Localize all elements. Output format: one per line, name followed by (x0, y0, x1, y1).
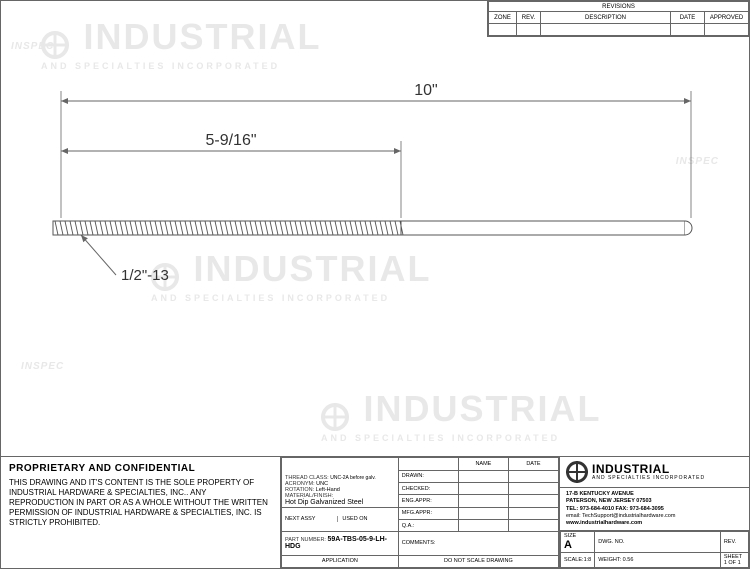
weight-label: WEIGHT: (598, 557, 621, 563)
svg-text:5-9/16": 5-9/16" (205, 132, 256, 149)
checked-label: CHECKED: (398, 482, 458, 494)
part-drawing: 10" 5-9/16" 1/2"-13 (31, 61, 731, 321)
svg-text:1/2"-13: 1/2"-13 (121, 267, 169, 284)
size-value: A (564, 539, 572, 551)
thread-class-value: UNC-2A before galv. (330, 475, 375, 481)
addr-line3: TEL: 973-684-4010 FAX: 973-684-3095 (566, 506, 743, 513)
mfgappr-label: MFG.APPR: (398, 507, 458, 519)
weight-value: 0.56 (623, 557, 634, 563)
drawn-label: DRAWN: (398, 470, 458, 482)
matfin-value: Hot Dip Galvanized Steel (285, 499, 395, 506)
usedon-label: USED ON (342, 516, 367, 522)
titleblock-right: INDUSTRIAL AND SPECIALTIES INCORPORATED … (559, 457, 749, 568)
comments-label: COMMENTS: (398, 532, 558, 555)
drawing-sheet: INDUSTRIAL AND SPECIALTIES INCORPORATED … (0, 0, 750, 569)
rev-col-rev: REV. (517, 12, 541, 24)
matfin-label: MATERIAL/FINISH: (285, 493, 333, 499)
logo-crosshair-icon (566, 461, 588, 483)
nextassy-label: NEXT ASSY (285, 516, 315, 522)
addr-line5: www.industrialhardware.com (566, 520, 743, 527)
proprietary-panel: PROPRIETARY AND CONFIDENTIAL THIS DRAWIN… (1, 457, 281, 568)
revisions-block: REVISIONS ZONE REV. DESCRIPTION DATE APP… (487, 1, 749, 37)
logo-line2: AND SPECIALTIES INCORPORATED (592, 475, 705, 481)
company-logo: INDUSTRIAL AND SPECIALTIES INCORPORATED (560, 457, 749, 488)
application-label: APPLICATION (282, 555, 399, 567)
engappr-label: ENG.APPR: (398, 495, 458, 507)
proprietary-body: THIS DRAWING AND IT'S CONTENT IS THE SOL… (9, 478, 272, 528)
title-block: PROPRIETARY AND CONFIDENTIAL THIS DRAWIN… (1, 456, 749, 568)
addr-line1: 17-B KENTUCKY AVENUE (566, 491, 743, 498)
rev-label: REV. (720, 532, 748, 553)
company-address: 17-B KENTUCKY AVENUE PATERSON, NEW JERSE… (560, 488, 749, 531)
revisions-title: REVISIONS (489, 2, 749, 12)
name-col-label: NAME (458, 458, 508, 470)
do-not-scale: DO NOT SCALE DRAWING (398, 555, 558, 567)
titleblock-mid: THREAD CLASS: UNC-2A before galv. ACRONY… (281, 457, 559, 568)
rev-col-date: DATE (671, 12, 705, 24)
qa-label: Q.A.: (398, 519, 458, 531)
scale-value: SCALE:1:8 (561, 553, 595, 568)
addr-line4: email: TechSupport@industrialhardware.co… (566, 513, 743, 520)
rev-col-appr: APPROVED (705, 12, 749, 24)
addr-line2: PATERSON, NEW JERSEY 07503 (566, 498, 743, 505)
proprietary-header: PROPRIETARY AND CONFIDENTIAL (9, 463, 272, 474)
sheet-value: SHEET 1 OF 1 (720, 553, 748, 568)
rev-col-zone: ZONE (489, 12, 517, 24)
rev-col-desc: DESCRIPTION (541, 12, 671, 24)
logo-line1: INDUSTRIAL (592, 463, 705, 475)
date-col-label: DATE (508, 458, 558, 470)
dwgno-label: DWG. NO. (595, 532, 721, 553)
svg-text:10": 10" (414, 82, 437, 99)
